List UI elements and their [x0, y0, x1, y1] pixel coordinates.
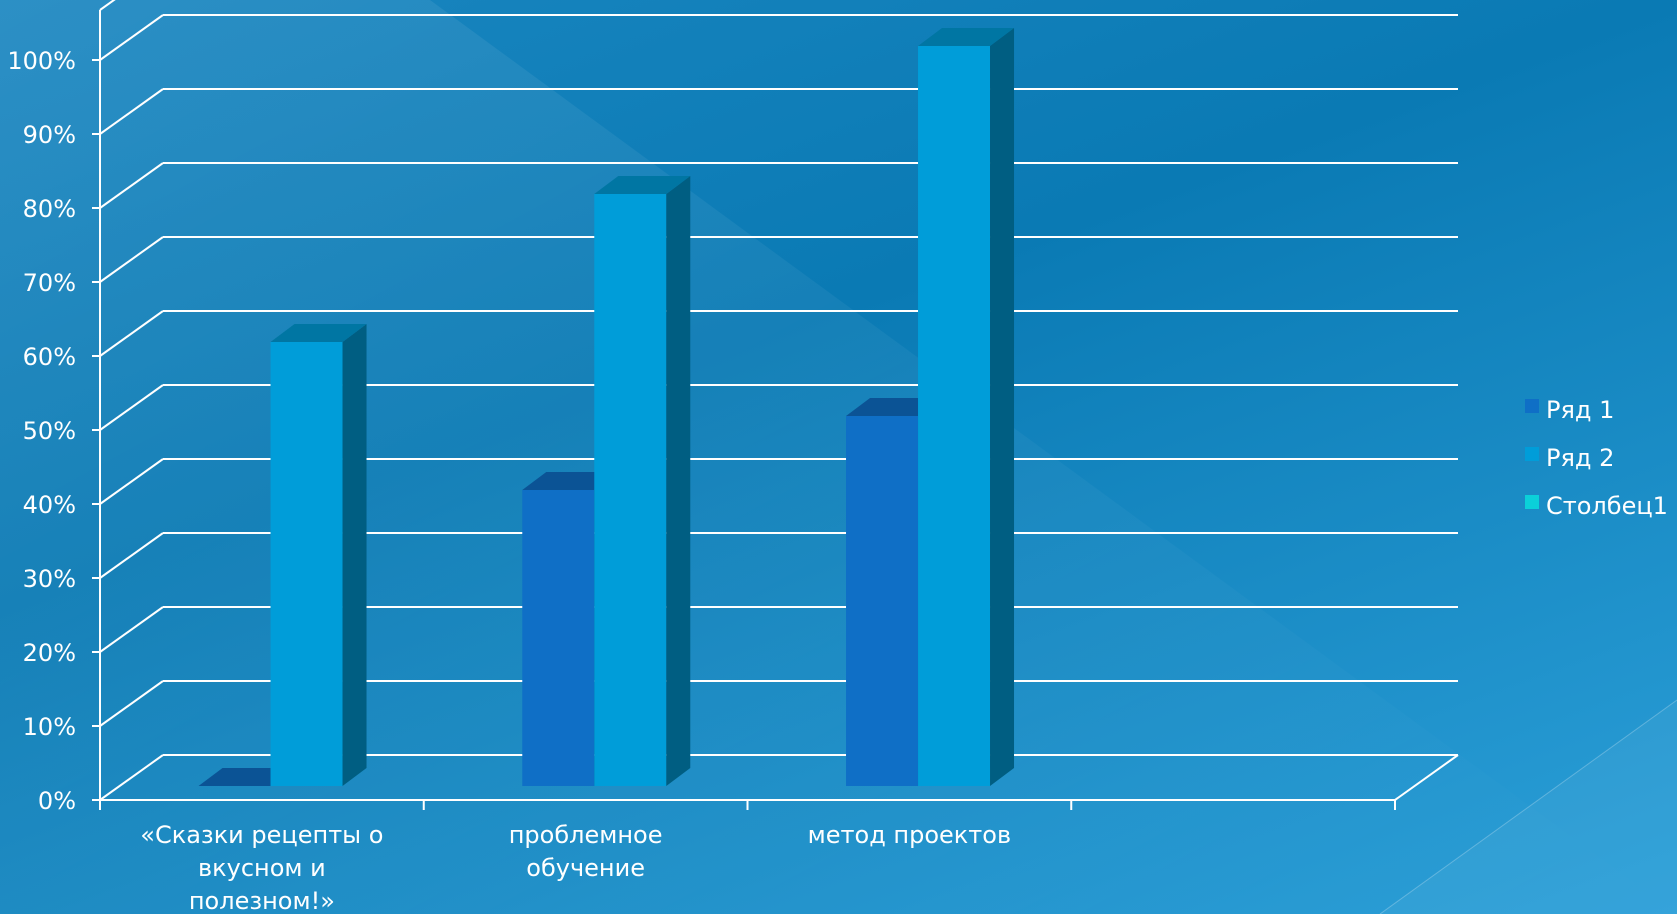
- gridline-side: [99, 236, 164, 283]
- bar-front: [270, 342, 343, 786]
- bar-front: [594, 194, 667, 786]
- y-tick-label: 30%: [23, 565, 76, 593]
- x-category-label: полезном!»: [189, 887, 335, 914]
- legend-label: Ряд 1: [1546, 396, 1614, 424]
- y-tick-label: 50%: [23, 417, 76, 445]
- y-tick-label: 10%: [23, 713, 76, 741]
- bar-side: [342, 324, 367, 786]
- bar-side: [666, 176, 691, 786]
- gridline-side: [99, 14, 164, 61]
- gridline-side: [99, 458, 164, 505]
- axes: [92, 10, 1459, 810]
- legend-item: Ряд 1: [1525, 396, 1614, 424]
- y-tick-label: 0%: [38, 787, 76, 815]
- bar: [594, 176, 691, 786]
- x-category-label: метод проектов: [808, 821, 1011, 849]
- y-tick-label: 60%: [23, 343, 76, 371]
- gridline-top-side: [99, 0, 116, 11]
- y-tick-label: 70%: [23, 269, 76, 297]
- bar-top: [918, 28, 1015, 46]
- x-category-label: «Сказки рецепты о: [140, 821, 383, 849]
- bar-top: [594, 176, 691, 194]
- gridline-side: [99, 532, 164, 579]
- legend-swatch: [1525, 399, 1539, 413]
- x-category-label: обучение: [526, 854, 645, 882]
- gridline-side: [99, 162, 164, 209]
- legend-label: Ряд 2: [1546, 444, 1614, 472]
- y-tick-label: 20%: [23, 639, 76, 667]
- legend-label: Столбец1: [1546, 492, 1668, 520]
- gridline-side: [99, 310, 164, 357]
- gridline-side: [99, 88, 164, 135]
- gridline-side: [99, 754, 164, 801]
- legend: Ряд 1 Ряд 2 Столбец1: [1525, 396, 1668, 520]
- bar-top: [270, 324, 367, 342]
- bar: [270, 324, 367, 786]
- bar-front: [918, 46, 991, 786]
- y-tick-label: 90%: [23, 121, 76, 149]
- gridline-side: [99, 680, 164, 727]
- legend-item: Ряд 2: [1525, 444, 1614, 472]
- gridline-side: [99, 384, 164, 431]
- x-category-label: вкусном и: [198, 854, 326, 882]
- bar-side: [990, 28, 1015, 786]
- legend-swatch: [1525, 447, 1539, 461]
- bar-front: [846, 416, 919, 786]
- bars: [198, 28, 1015, 786]
- y-axis-ticks: 0% 10% 20% 30% 40% 50% 60% 70% 80% 90% 100%: [7, 47, 76, 815]
- y-tick-label: 100%: [7, 47, 76, 75]
- bar: [918, 28, 1015, 786]
- y-tick-label: 40%: [23, 491, 76, 519]
- x-category-label: проблемное: [509, 821, 663, 849]
- gridlines: [99, 0, 1458, 801]
- legend-item: Столбец1: [1525, 492, 1668, 520]
- legend-swatch: [1525, 495, 1539, 509]
- gridline-side: [99, 606, 164, 653]
- bar-front: [522, 490, 595, 786]
- floor-edge: [1394, 754, 1459, 801]
- x-axis-categories: «Сказки рецепты о вкусном и полезном!» проб…: [140, 821, 1011, 914]
- y-tick-label: 80%: [23, 195, 76, 223]
